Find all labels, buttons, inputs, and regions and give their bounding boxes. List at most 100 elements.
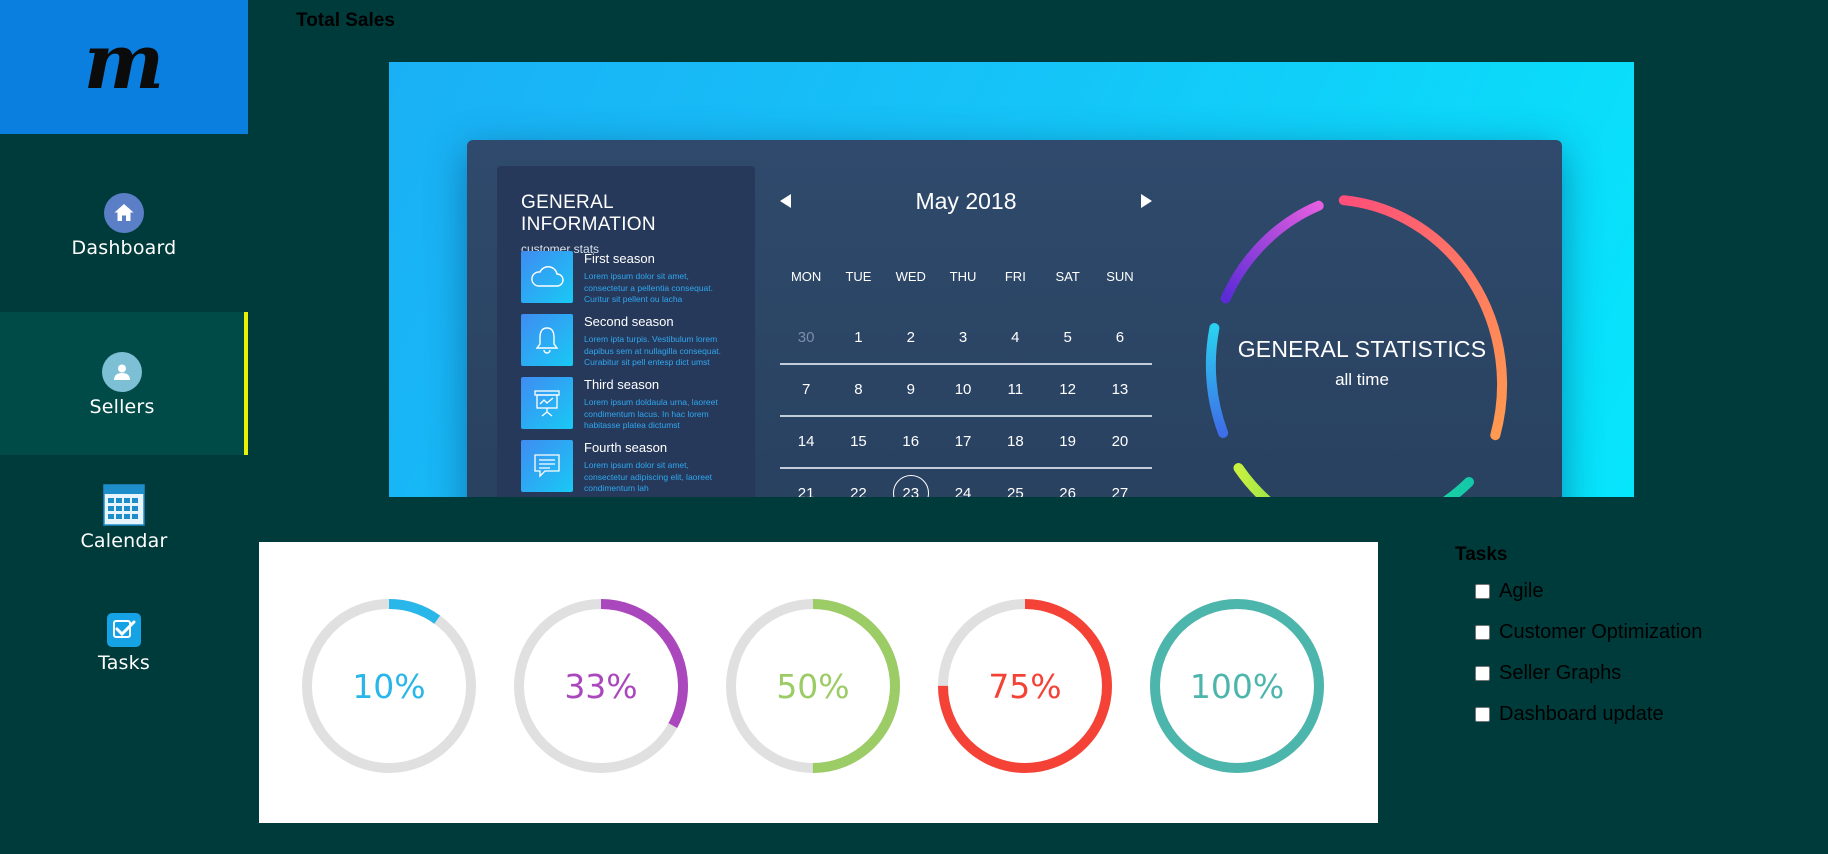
season-desc: Lorem ipsum doldaula urna, laoreet condi…: [584, 397, 718, 430]
calendar-day[interactable]: 1: [854, 328, 863, 346]
weekday-label: SUN: [1106, 269, 1134, 284]
season-item: Second season Lorem ipta turpis. Vestibu…: [521, 314, 741, 369]
calendar-day[interactable]: 4: [1011, 328, 1020, 346]
calendar-day[interactable]: 15: [850, 432, 867, 450]
logo[interactable]: m: [0, 0, 248, 134]
calendar-day[interactable]: 20: [1111, 432, 1129, 450]
dashboard-card: GENERAL INFORMATION customer stats First…: [467, 140, 1562, 497]
calendar-day[interactable]: 21: [797, 484, 815, 498]
checkbox-icon: [106, 612, 142, 648]
task-checkbox[interactable]: [1475, 583, 1490, 599]
season-desc: Lorem ipsum dolor sit amet, consectetur …: [584, 460, 713, 493]
task-item[interactable]: Seller Graphs: [1475, 660, 1795, 686]
calendar-day[interactable]: 9: [906, 380, 915, 398]
calendar-day[interactable]: 6: [1115, 328, 1125, 346]
calendar-day[interactable]: 14: [797, 432, 815, 450]
sidebar-item-sellers[interactable]: Sellers: [0, 312, 248, 455]
next-month-button[interactable]: [1141, 194, 1152, 208]
calendar-day[interactable]: 17: [954, 432, 972, 450]
season-name: Fourth season: [584, 440, 668, 455]
calendar-day[interactable]: 25: [1006, 484, 1024, 498]
task-label: Agile: [1499, 579, 1544, 602]
progress-label: 50%: [776, 666, 850, 706]
calendar-day[interactable]: 2: [906, 328, 915, 346]
page-title: Total Sales: [296, 10, 395, 31]
calendar-divider: [780, 467, 1152, 469]
calendar-day[interactable]: 27: [1111, 484, 1129, 498]
calendar-day[interactable]: 3: [958, 328, 968, 346]
task-checkbox[interactable]: [1475, 706, 1490, 722]
season-name: Third season: [584, 377, 660, 392]
progress-label: 33%: [564, 666, 638, 706]
progress-ring: 33%: [513, 598, 689, 774]
sidebar-item-tasks[interactable]: Tasks: [0, 612, 248, 674]
home-icon: [104, 193, 144, 233]
sidebar-item-label: Sellers: [89, 396, 155, 418]
calendar-divider: [780, 415, 1152, 417]
progress-ring: 50%: [725, 598, 901, 774]
calendar-day[interactable]: 5: [1063, 328, 1072, 346]
task-label: Seller Graphs: [1499, 661, 1622, 684]
calendar-day[interactable]: 22: [850, 484, 867, 498]
progress-arc: [514, 599, 688, 773]
weekday-label: TUE: [845, 269, 872, 284]
tasks-title: Tasks: [1455, 544, 1508, 565]
calendar-day[interactable]: 16: [902, 432, 920, 450]
statistics-subtitle: all time: [1335, 370, 1389, 389]
weekday-label: THU: [949, 269, 977, 284]
calendar-day[interactable]: 26: [1059, 484, 1076, 498]
statistics-title: GENERAL STATISTICS: [1237, 336, 1487, 362]
banner-image: GENERAL INFORMATION customer stats First…: [389, 62, 1634, 497]
sidebar-item-label: Calendar: [80, 530, 168, 552]
progress-label: 100%: [1189, 666, 1285, 706]
user-icon: [102, 352, 142, 392]
calendar-day[interactable]: 18: [1006, 432, 1024, 450]
calendar-day[interactable]: 19: [1059, 432, 1076, 450]
general-statistics: GENERAL STATISTICS all time: [1177, 164, 1547, 497]
season-name: Second season: [584, 314, 674, 329]
cloud-icon: [521, 251, 573, 303]
progress-panel: 10% 33% 50% 75% 100%: [259, 542, 1378, 823]
sidebar-item-label: Dashboard: [71, 237, 177, 259]
task-checkbox[interactable]: [1475, 624, 1490, 640]
progress-label: 75%: [988, 666, 1062, 706]
calendar-day[interactable]: 13: [1111, 380, 1129, 398]
calendar-day[interactable]: 11: [1007, 380, 1024, 398]
general-info-panel: GENERAL INFORMATION customer stats First…: [497, 166, 755, 497]
progress-arc: [302, 599, 476, 773]
chat-icon: [521, 440, 573, 492]
calendar-day[interactable]: 12: [1059, 380, 1076, 398]
calendar-week: 30 1 2 3 4 5 6: [780, 311, 1152, 363]
season-desc: Lorem ipta turpis. Vestibulum lorem dapi…: [584, 334, 722, 367]
sidebar-item-calendar[interactable]: Calendar: [0, 484, 248, 552]
season-name: First season: [584, 251, 655, 266]
calendar-day[interactable]: 8: [854, 380, 863, 398]
season-item: Third season Lorem ipsum doldaula urna, …: [521, 377, 741, 432]
calendar-day[interactable]: 10: [954, 380, 972, 398]
weekday-header: MON TUE WED THU FRI SAT SUN: [780, 269, 1152, 284]
season-desc: Lorem ipsum dolor sit amet, consectetur …: [584, 271, 714, 304]
progress-arc: [938, 599, 1112, 773]
progress-ring: 10%: [301, 598, 477, 774]
progress-ring: 100%: [1149, 598, 1325, 774]
calendar-day[interactable]: 24: [954, 484, 972, 498]
general-info-title: GENERAL INFORMATION: [521, 192, 656, 235]
task-item[interactable]: Dashboard update: [1475, 701, 1795, 727]
calendar-day[interactable]: 7: [801, 380, 811, 398]
calendar-day[interactable]: 30: [797, 328, 815, 346]
task-item[interactable]: Agile: [1475, 578, 1795, 604]
prev-month-button[interactable]: [780, 194, 791, 208]
task-label: Customer Optimization: [1499, 620, 1703, 643]
calendar-icon: [103, 484, 145, 526]
season-item: Fourth season Lorem ipsum dolor sit amet…: [521, 440, 741, 495]
calendar-week: 21 22 23 24 25 26 27: [780, 467, 1152, 498]
task-checkbox[interactable]: [1475, 665, 1490, 681]
calendar-day[interactable]: 23: [885, 485, 937, 498]
progress-label: 10%: [352, 666, 426, 706]
task-label: Dashboard update: [1499, 702, 1664, 725]
presentation-icon: [521, 377, 573, 429]
weekday-label: MON: [790, 269, 822, 284]
sidebar-item-dashboard[interactable]: Dashboard: [0, 193, 248, 259]
calendar-widget: May 2018 MON TUE WED THU FRI SAT SUN 30 1 2 3 4 5 6 7…: [780, 166, 1152, 497]
task-item[interactable]: Customer Optimization: [1475, 619, 1795, 645]
